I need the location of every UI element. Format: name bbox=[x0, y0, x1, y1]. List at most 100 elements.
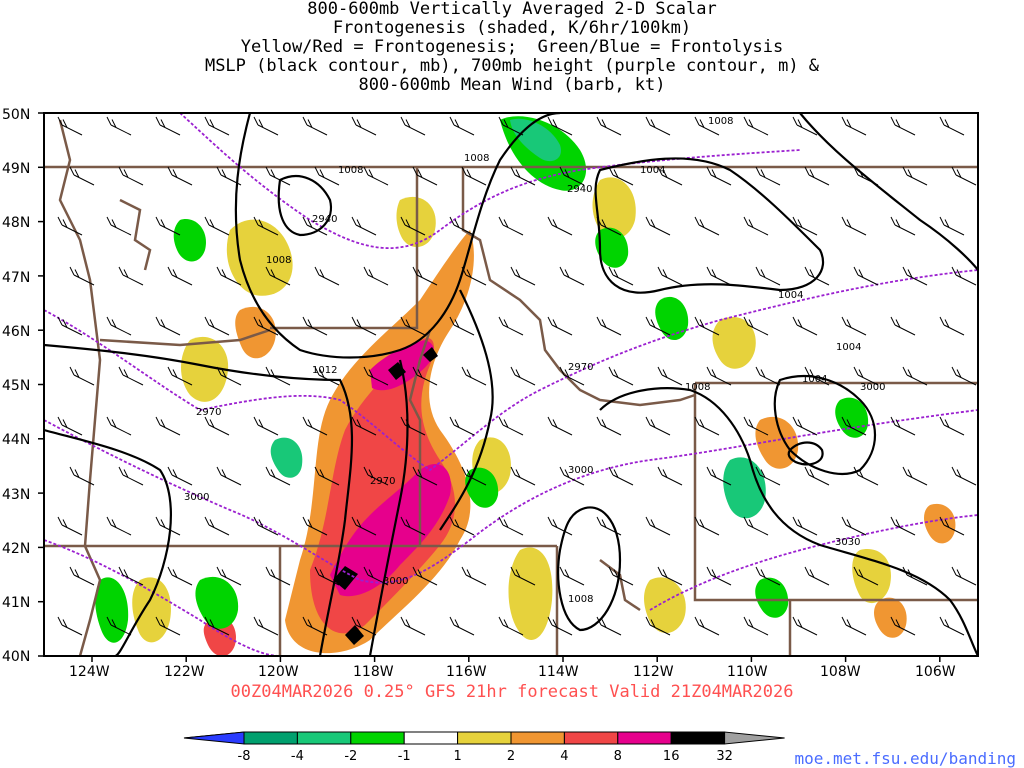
wind-barb bbox=[902, 566, 928, 586]
wind-barb bbox=[351, 316, 377, 336]
wind-barb bbox=[106, 116, 132, 136]
shade-black-core-4 bbox=[423, 347, 438, 362]
shade-black-core-1 bbox=[333, 566, 358, 590]
mslp-contour-coastal bbox=[44, 428, 172, 656]
wind-barb bbox=[302, 616, 328, 636]
wind-barb bbox=[412, 266, 438, 286]
wyoming-west-border bbox=[693, 383, 978, 602]
mslp-label-5: 1008 bbox=[685, 382, 710, 393]
wind-barb bbox=[743, 116, 769, 136]
lat-label-48n: 48N bbox=[2, 215, 30, 231]
shade-green-2 bbox=[173, 219, 206, 262]
wind-barb bbox=[155, 116, 181, 136]
wind-barb bbox=[804, 366, 830, 386]
mslp-label-10: 1012 bbox=[312, 365, 337, 376]
wind-barb bbox=[939, 116, 965, 136]
wind-barb bbox=[412, 566, 438, 586]
wind-barb bbox=[302, 516, 328, 536]
wind-barb bbox=[118, 566, 144, 586]
wind-barb bbox=[792, 316, 818, 336]
wind-barb bbox=[106, 216, 132, 236]
wind-barb bbox=[657, 366, 683, 386]
wind-barb bbox=[951, 566, 977, 586]
wind-barb bbox=[118, 266, 144, 286]
wind-barb bbox=[498, 516, 524, 536]
wind-barb bbox=[792, 116, 818, 136]
idaho-montana-border bbox=[461, 167, 696, 407]
wind-barb bbox=[314, 366, 340, 386]
wind-barb bbox=[57, 616, 83, 636]
wind-barb bbox=[363, 366, 389, 386]
wind-barb bbox=[951, 266, 977, 286]
wind-barb bbox=[657, 266, 683, 286]
colorbar-swatch-2 bbox=[296, 731, 352, 745]
wind-barb bbox=[890, 416, 916, 436]
wind-barb bbox=[792, 216, 818, 236]
wind-barb bbox=[351, 516, 377, 536]
wind-barb bbox=[253, 416, 279, 436]
wind-barb bbox=[657, 566, 683, 586]
wind-barb bbox=[216, 366, 242, 386]
colorbar-swatch-0 bbox=[183, 731, 245, 745]
shade-yellow-1 bbox=[226, 219, 293, 296]
wind-barb bbox=[314, 566, 340, 586]
wind-barb bbox=[939, 416, 965, 436]
wind-barb bbox=[694, 116, 720, 136]
colorbar-label: -1 bbox=[398, 749, 411, 764]
lat-label-44n: 44N bbox=[2, 432, 30, 448]
wind-barb bbox=[155, 416, 181, 436]
wind-barb bbox=[694, 316, 720, 336]
wind-barb bbox=[400, 416, 426, 436]
wind-barb bbox=[608, 466, 634, 486]
colorbar-swatch-8 bbox=[617, 731, 672, 745]
wind-barb bbox=[253, 116, 279, 136]
wind-barb bbox=[853, 266, 879, 286]
wind-barb bbox=[204, 216, 230, 236]
lat-label-42n: 42N bbox=[2, 541, 30, 557]
wind-barb bbox=[645, 116, 671, 136]
wind-barb bbox=[853, 166, 879, 186]
wind-barb bbox=[216, 266, 242, 286]
wind-barb bbox=[167, 266, 193, 286]
colorbar: -8 -4 -2 -1 1 2 4 8 16 32 bbox=[183, 731, 785, 764]
shade-green-5 bbox=[655, 296, 689, 341]
wind-barb bbox=[351, 116, 377, 136]
lon-label-114w: 114W bbox=[538, 664, 579, 680]
map-plot-area bbox=[44, 113, 978, 656]
wind-barb bbox=[106, 616, 132, 636]
colorbar-label: 16 bbox=[663, 749, 680, 764]
shade-green-7 bbox=[835, 397, 869, 438]
wind-barb bbox=[547, 616, 573, 636]
shade-orange-4 bbox=[924, 503, 956, 544]
height-label-7: 3000 bbox=[383, 576, 408, 587]
wind-barb bbox=[498, 116, 524, 136]
wind-barb bbox=[853, 466, 879, 486]
wind-barb bbox=[694, 216, 720, 236]
wind-barb bbox=[498, 316, 524, 336]
mslp-contour-small-low bbox=[787, 441, 824, 466]
lat-label-46n: 46N bbox=[2, 324, 30, 340]
wind-barb bbox=[951, 466, 977, 486]
wind-barb bbox=[265, 566, 291, 586]
wind-barb bbox=[890, 616, 916, 636]
wind-barb bbox=[400, 316, 426, 336]
wind-barb bbox=[706, 366, 732, 386]
wind-barb bbox=[265, 266, 291, 286]
shade-yellow-7 bbox=[132, 577, 171, 643]
oregon-washington-border bbox=[99, 328, 271, 347]
height-label-2: 2940 bbox=[567, 184, 592, 195]
wind-barb bbox=[167, 566, 193, 586]
wind-barb bbox=[743, 216, 769, 236]
wind-barb bbox=[890, 116, 916, 136]
shade-yellow-6 bbox=[852, 549, 891, 604]
mslp-contour-band bbox=[368, 359, 409, 656]
wind-barb bbox=[167, 366, 193, 386]
wind-barb bbox=[890, 216, 916, 236]
lon-label-120w: 120W bbox=[258, 664, 299, 680]
wind-barb bbox=[902, 366, 928, 386]
wind-barb bbox=[743, 516, 769, 536]
wind-barb bbox=[155, 616, 181, 636]
wind-barb bbox=[596, 116, 622, 136]
wind-barb bbox=[853, 566, 879, 586]
lat-label-40n: 40N bbox=[2, 649, 30, 665]
